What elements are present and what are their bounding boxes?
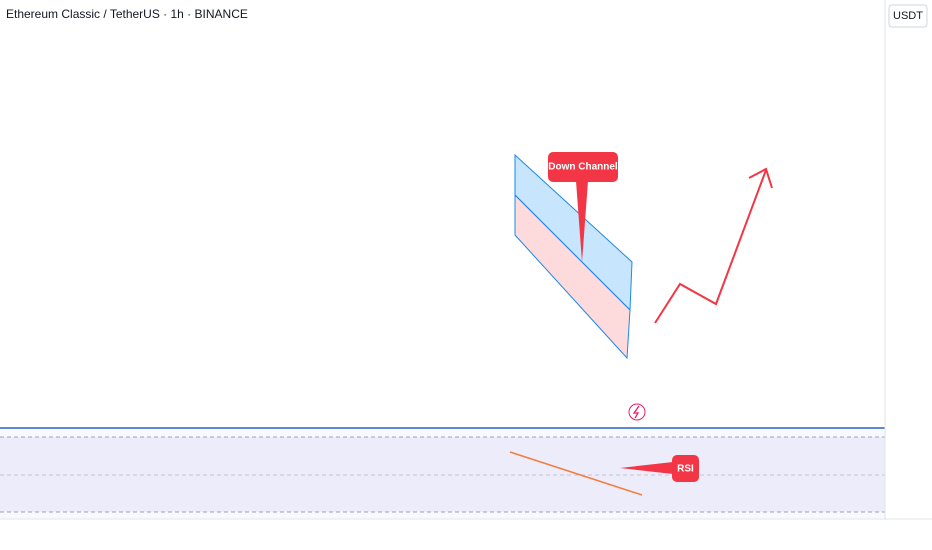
channel-lower xyxy=(514,193,631,360)
arrow-head xyxy=(748,167,773,189)
rsi-callout-box xyxy=(672,455,699,482)
currency: USDT xyxy=(893,10,923,22)
event-bolt xyxy=(632,405,640,419)
currency-box[interactable] xyxy=(888,4,928,28)
callout-text: Down Channel xyxy=(548,162,618,173)
callout-pointer xyxy=(576,181,588,262)
rsi-panel xyxy=(0,428,885,518)
rsi-trendline xyxy=(509,451,643,496)
projection-arrow xyxy=(654,169,767,324)
callout-box xyxy=(548,152,618,182)
event-icon[interactable] xyxy=(628,403,646,421)
rsi-callout-text: RSI xyxy=(677,464,694,475)
rsi-callout-pointer xyxy=(620,462,673,474)
symbol-title: Ethereum Classic / TetherUS · 1h · BINAN… xyxy=(6,7,248,21)
